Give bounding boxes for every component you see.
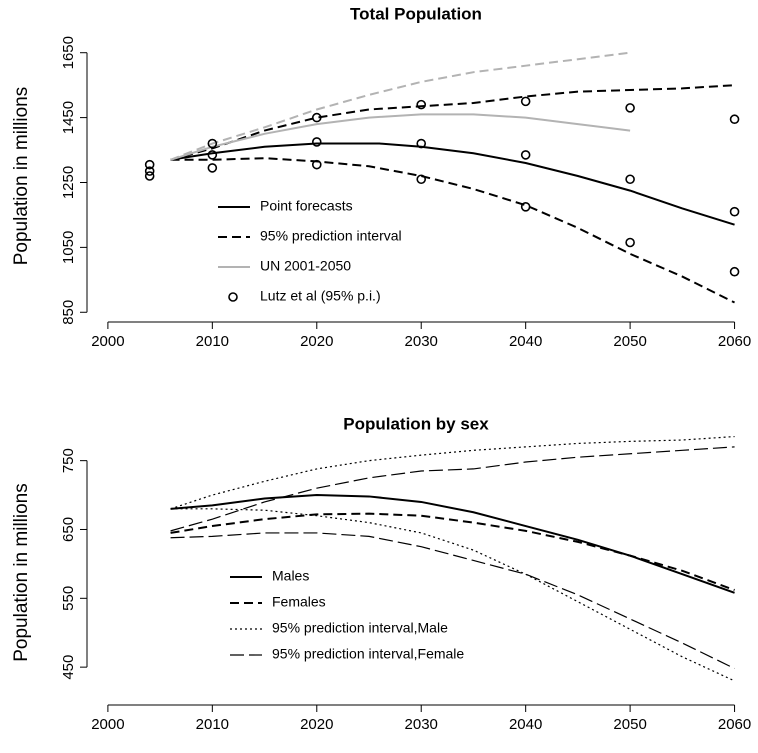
x-tick-label: 2020: [300, 716, 333, 733]
data-point: [207, 138, 218, 149]
x-tick-label: 2040: [509, 716, 542, 733]
data-point: [144, 166, 155, 176]
chart-title: Population by sex: [343, 414, 489, 433]
series-line: [170, 435, 735, 510]
legend-label: 95% prediction interval,Male: [272, 620, 448, 636]
data-point: [520, 202, 531, 212]
data-point: [625, 174, 635, 185]
y-axis-label: Population in millions: [11, 483, 32, 662]
legend-label: UN 2001-2050: [260, 258, 351, 274]
data-point: [416, 99, 427, 110]
y-tick-label: 650: [60, 517, 77, 542]
x-tick-label: 2060: [718, 333, 751, 350]
legend-marker: [228, 292, 238, 302]
y-axis-label: Population in millions: [11, 87, 32, 266]
x-tick-label: 2030: [405, 333, 438, 350]
data-point: [729, 206, 740, 217]
x-tick-label: 2060: [718, 716, 751, 733]
data-point: [416, 138, 427, 149]
series-line: [170, 84, 735, 161]
x-tick-label: 2020: [300, 333, 333, 350]
y-tick-label: 1450: [60, 101, 77, 134]
data-point: [311, 112, 322, 123]
x-tick-label: 2050: [613, 716, 646, 733]
legend-label: Females: [272, 594, 326, 610]
x-tick-label: 2000: [91, 333, 124, 350]
y-tick-label: 1250: [60, 166, 77, 199]
data-point: [625, 103, 635, 113]
data-point: [520, 150, 531, 160]
y-tick-label: 850: [60, 300, 77, 325]
legend-label: Males: [272, 568, 309, 584]
series-line: [170, 508, 735, 682]
y-tick-label: 450: [60, 655, 77, 680]
y-tick-label: 550: [60, 586, 77, 611]
y-tick-label: 1050: [60, 231, 77, 264]
data-point: [729, 266, 740, 277]
data-point: [311, 137, 322, 147]
series-line: [170, 446, 735, 532]
series-line: [170, 494, 735, 594]
data-point: [144, 171, 155, 181]
x-tick-label: 2010: [196, 716, 229, 733]
data-point: [311, 159, 322, 170]
x-tick-label: 2050: [613, 333, 646, 350]
legend-label: 95% prediction interval: [260, 228, 402, 244]
series-line: [170, 157, 736, 304]
series-line: [170, 51, 631, 161]
data-point: [416, 174, 427, 185]
series-line: [170, 142, 735, 226]
data-point: [207, 163, 218, 173]
legend-label: 95% prediction interval,Female: [272, 646, 464, 662]
chart-title: Total Population: [350, 4, 482, 23]
legend-label: Lutz et al (95% p.i.): [260, 288, 381, 304]
series-line: [170, 113, 631, 161]
legend-label: Point forecasts: [260, 198, 353, 214]
x-tick-label: 2010: [196, 333, 229, 350]
data-point: [520, 96, 531, 107]
series-line: [170, 512, 735, 591]
y-tick-label: 1650: [60, 36, 77, 69]
y-tick-label: 750: [60, 448, 77, 473]
series-line: [170, 532, 735, 670]
data-point: [207, 150, 218, 160]
data-point: [144, 159, 155, 170]
data-point: [729, 114, 740, 125]
x-tick-label: 2000: [91, 716, 124, 733]
data-point: [625, 237, 635, 248]
x-tick-label: 2040: [509, 333, 542, 350]
x-tick-label: 2030: [405, 716, 438, 733]
